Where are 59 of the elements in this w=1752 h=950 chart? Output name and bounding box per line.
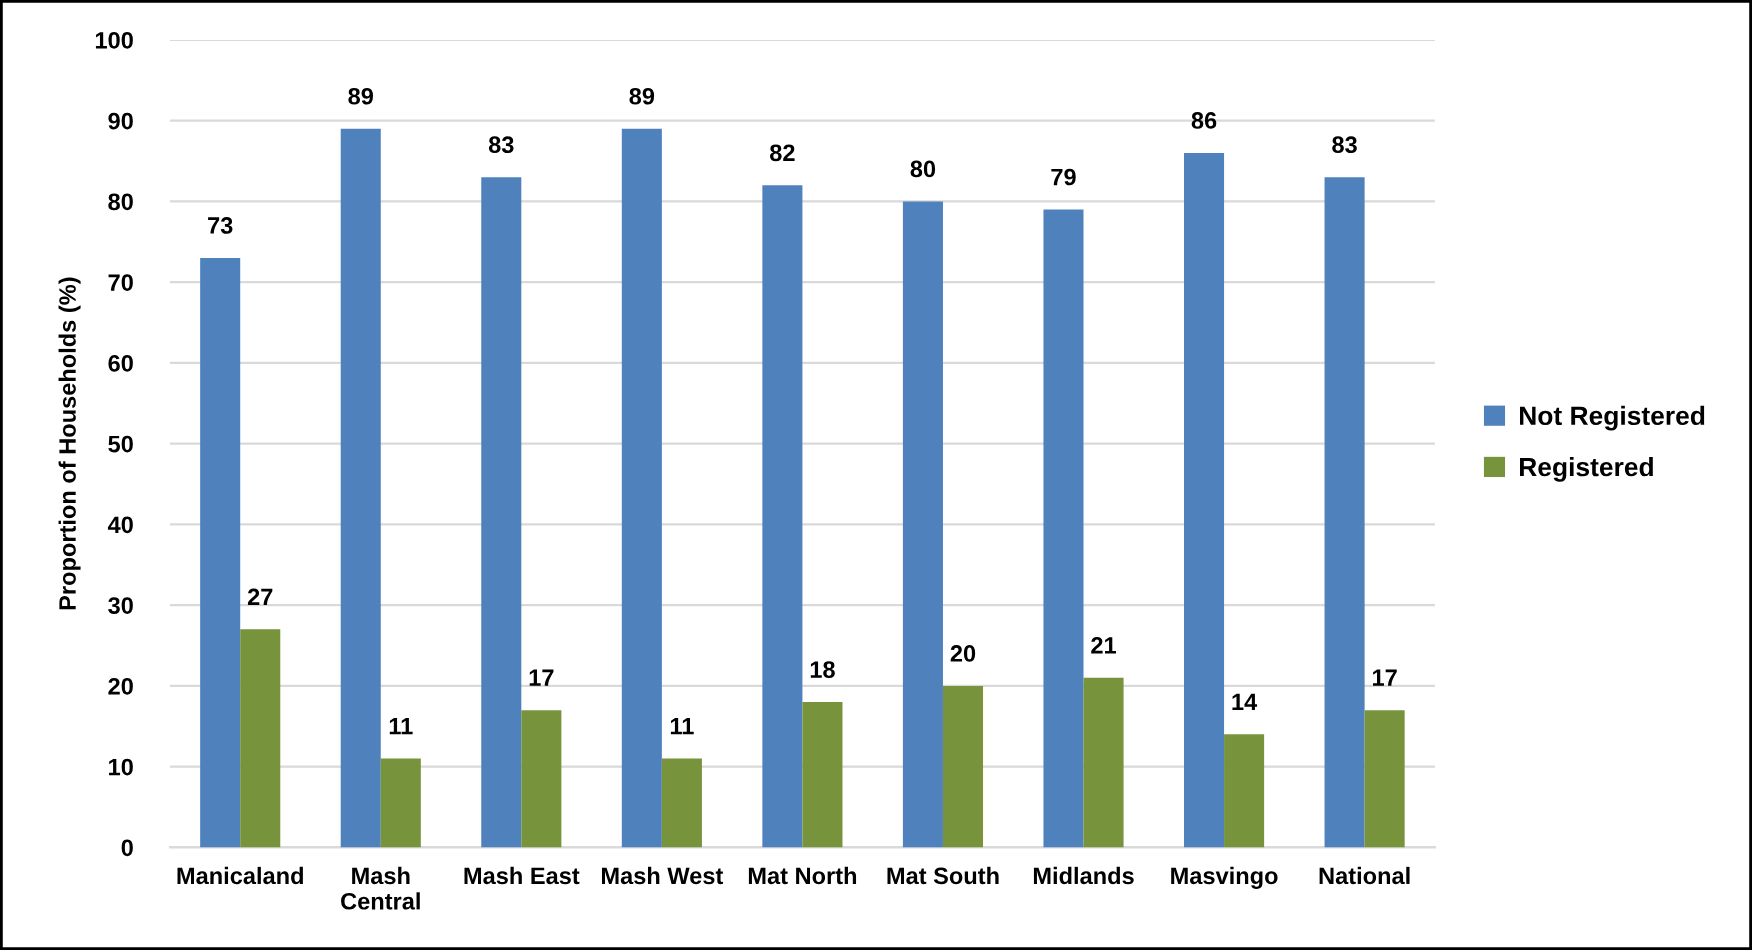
data-label: 89 [348,87,373,105]
bar [942,685,984,848]
bar [481,177,522,848]
data-label: 17 [1373,669,1397,686]
x-tick-label: Mat North [748,866,857,885]
bar [1364,710,1405,848]
data-label: 27 [247,588,273,606]
bar [200,257,241,848]
data-label: 20 [950,645,976,662]
data-label: 17 [529,669,554,686]
data-label: 11 [389,717,413,735]
x-tick-label: Mat South [887,866,999,885]
data-label: 11 [670,717,694,735]
bar [802,702,843,848]
y-axis-title: Proportion of Households (%) [58,277,81,610]
y-tick-label: 0 [121,839,133,857]
data-label: 79 [1051,168,1076,186]
y-tick-label: 50 [108,435,133,453]
x-tick-label: Mash East [464,866,580,885]
data-label: 89 [629,87,655,105]
x-tick-label: Masvingo [1171,866,1278,889]
bar [762,185,803,848]
bar [661,758,702,848]
x-tick-label: National [1319,866,1410,885]
data-label: 82 [770,144,795,162]
y-tick-label: 80 [108,193,133,211]
y-tick-label: 60 [108,354,133,372]
data-label: 73 [208,217,233,234]
bar [240,629,281,848]
data-label: 21 [1091,636,1117,654]
y-tick-label: 20 [108,677,133,695]
data-label: 83 [1332,136,1357,154]
bar [1324,177,1365,848]
bar [1083,677,1124,848]
data-label: 80 [910,160,936,178]
bar [380,758,421,848]
x-tick-label: Mash Central [341,866,420,910]
y-tick-label: 10 [109,758,133,776]
y-tick-label: 100 [95,31,133,49]
data-label: 14 [1232,693,1258,711]
bar [621,128,662,848]
y-tick-label: 40 [107,516,133,534]
data-label: 18 [810,661,835,678]
legend-label: Not Registered [1520,405,1705,431]
bar [1184,152,1225,848]
data-label: 86 [1191,112,1217,129]
bar [902,201,943,848]
bar [340,128,381,848]
y-tick-label: 70 [108,274,133,291]
bar [521,710,562,848]
y-tick-label: 30 [108,597,133,614]
legend-label: Registered [1520,456,1653,482]
bar [1043,209,1084,848]
x-tick-label: Manicaland [177,866,303,885]
bar [1224,734,1265,848]
x-tick-label: Mash West [601,866,724,885]
y-tick-label: 90 [108,112,133,130]
data-label: 83 [488,136,514,154]
x-tick-label: Midlands [1033,866,1134,885]
